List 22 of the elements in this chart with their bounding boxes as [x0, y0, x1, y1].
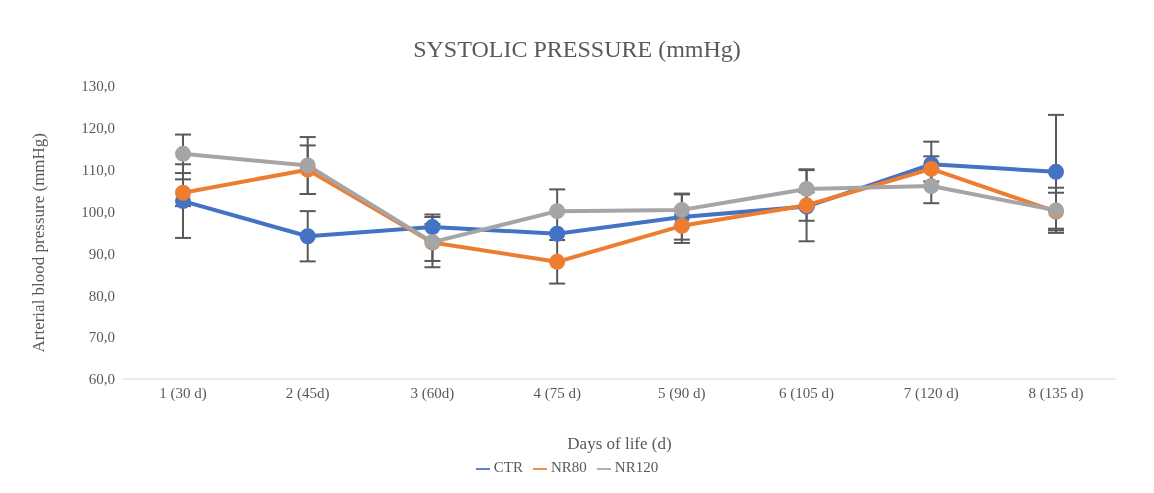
y-tick-label: 130,0: [81, 78, 115, 95]
x-tick-label: 7 (120 d): [903, 384, 959, 402]
x-tick-label: 8 (135 d): [1028, 384, 1084, 402]
legend-label: NR120: [614, 459, 659, 475]
x-tick-label: 5 (90 d): [658, 384, 706, 402]
y-tick-label: 120,0: [81, 120, 115, 137]
y-tick-label: 80,0: [88, 287, 115, 304]
chart-title: SYSTOLIC PRESSURE (mmHg): [412, 35, 742, 64]
y-tick-label: 90,0: [88, 245, 115, 262]
y-axis-title: Arterial blood pressure (mmHg): [29, 132, 49, 353]
legend-label: NR80: [551, 459, 587, 475]
y-tick-label: 100,0: [81, 203, 115, 220]
x-tick-label: 1 (30 d): [159, 384, 207, 402]
x-tick-label: 3 (60d): [410, 384, 455, 402]
y-tick-label: 60,0: [88, 371, 115, 388]
x-tick-label: 6 (105 d): [779, 384, 835, 402]
x-axis-title: Days of life (d): [567, 434, 672, 453]
y-tick-label: 70,0: [88, 329, 115, 346]
legend-label: CTR: [493, 459, 523, 475]
y-tick-label: 110,0: [81, 162, 115, 179]
x-tick-label: 4 (75 d): [533, 384, 581, 402]
x-tick-label: 2 (45d): [285, 384, 330, 402]
